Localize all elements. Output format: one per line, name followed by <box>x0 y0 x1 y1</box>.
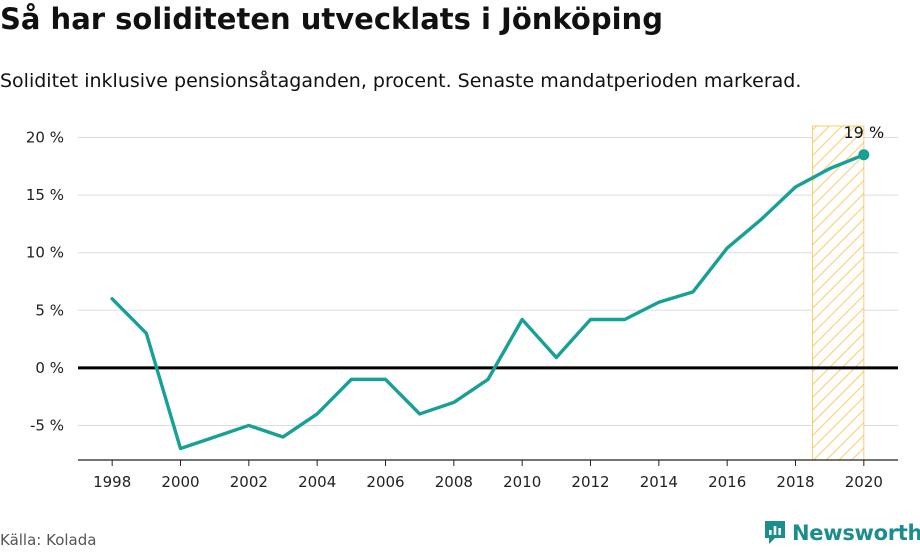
newsworthy-logo-icon <box>765 521 785 544</box>
y-tick-label: 0 % <box>35 359 64 377</box>
x-tick-label: 1998 <box>93 473 131 491</box>
y-tick-label: -5 % <box>30 416 64 434</box>
chart-subtitle: Soliditet inklusive pensionsåtaganden, p… <box>0 70 802 92</box>
x-tick-label: 2002 <box>230 473 268 491</box>
y-tick-label: 15 % <box>26 186 64 204</box>
x-tick-label: 2016 <box>708 473 746 491</box>
chart-title: Så har soliditeten utvecklats i Jönköpin… <box>0 2 663 36</box>
brand-name: Newsworthy <box>792 521 920 545</box>
end-point-marker <box>858 149 870 161</box>
end-value-label: 19 % <box>844 123 885 142</box>
newsworthy-brand[interactable]: Newsworthy <box>764 518 920 548</box>
x-tick-label: 2020 <box>845 473 883 491</box>
x-tick-label: 2018 <box>776 473 814 491</box>
x-tick-label: 2004 <box>298 473 336 491</box>
y-tick-label: 5 % <box>35 301 64 319</box>
source-note: Källa: Kolada <box>0 531 97 549</box>
y-tick-label: 10 % <box>26 244 64 262</box>
x-tick-label: 2014 <box>640 473 678 491</box>
x-tick-label: 2010 <box>503 473 541 491</box>
x-tick-label: 2012 <box>571 473 609 491</box>
series-line <box>110 153 866 451</box>
x-tick-label: 2000 <box>161 473 199 491</box>
y-tick-label: 20 % <box>26 129 64 147</box>
x-tick-label: 2008 <box>435 473 473 491</box>
x-tick-label: 2006 <box>366 473 404 491</box>
highlight-period <box>812 125 865 461</box>
